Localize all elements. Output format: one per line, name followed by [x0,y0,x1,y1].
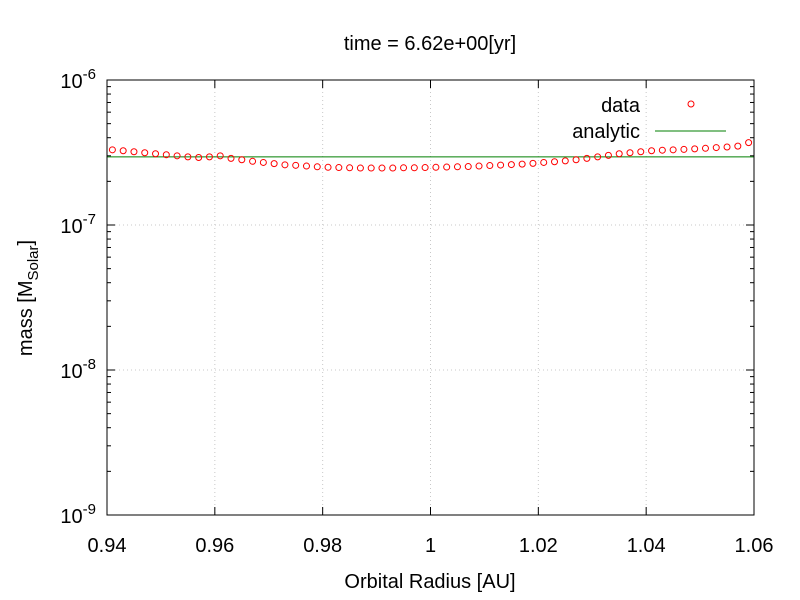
data-point [464,163,472,171]
legend-label-analytic: analytic [572,121,640,143]
chart-title: time = 6.62e+00[yr] [344,33,516,55]
data-point [561,157,569,165]
y-tick-label: 10-8 [60,356,96,383]
data-point [346,164,354,172]
data-point [281,161,289,169]
y-axis-label-close: ] [15,240,37,246]
data-point [701,144,709,152]
data-point [421,164,429,172]
data-point [227,154,235,162]
data-point [378,164,386,172]
data-point [238,156,246,164]
data-point [184,153,192,161]
data-point [648,147,656,155]
data-point [680,145,688,153]
x-tick-label: 0.98 [303,535,342,557]
data-point [637,148,645,156]
y-tick-label: 10-9 [60,501,96,528]
data-point [367,164,375,172]
data-point [270,160,278,168]
y-tick-label: 10-6 [60,66,96,93]
y-axis-label: mass [MSolar] [15,240,42,356]
data-point [615,150,623,158]
data-point [119,147,127,155]
legend-marker-data [687,100,695,108]
data-point [410,164,418,172]
data-point [475,162,483,170]
data-point [529,159,537,167]
x-tick-label: 1.04 [627,535,666,557]
x-tick-label: 1 [425,535,436,557]
data-point [507,161,515,169]
data-point [292,161,300,169]
data-point [335,164,343,172]
data-point [259,158,267,166]
data-point [324,163,332,171]
data-point [745,139,753,147]
data-point [658,146,666,154]
data-point [443,163,451,171]
data-point [594,153,602,161]
y-axis-ticks: 10-9 10-8 10-7 10-6 [60,66,754,528]
data-point [691,145,699,153]
x-tick-label: 1.06 [735,535,774,557]
plot-frame [106,79,755,516]
data-point [626,149,634,157]
y-tick-label: 10-7 [60,211,96,238]
data-point [173,152,181,160]
data-point [551,158,559,166]
legend: data analytic [572,95,726,143]
data-point [356,164,364,172]
data-point [432,163,440,171]
data-series [108,139,753,172]
data-point [141,149,149,157]
data-point [604,151,612,159]
data-point [583,154,591,162]
grid-lines [107,80,754,515]
data-point [130,148,138,156]
data-point [572,156,580,164]
data-point [723,143,731,151]
data-point [313,163,321,171]
data-point [497,161,505,169]
legend-label-data: data [601,95,641,117]
data-point [195,154,203,162]
data-point [249,157,257,165]
data-point [712,144,720,152]
data-point [400,164,408,172]
data-point [540,158,548,166]
data-point [453,163,461,171]
data-point [162,151,170,159]
data-point [152,150,160,158]
data-point [734,142,742,150]
x-tick-label: 1.02 [519,535,558,557]
y-axis-label-main: mass [M [15,281,37,357]
data-point [486,162,494,170]
x-tick-label: 0.96 [195,535,234,557]
y-axis-label-sub: Solar [25,245,42,280]
data-point [108,146,116,154]
data-point [205,153,213,161]
data-point [389,164,397,172]
x-tick-label: 0.94 [88,535,127,557]
data-point [216,152,224,160]
data-point [302,162,310,170]
data-point [518,160,526,168]
x-axis-label: Orbital Radius [AU] [344,571,515,593]
data-point [669,146,677,154]
